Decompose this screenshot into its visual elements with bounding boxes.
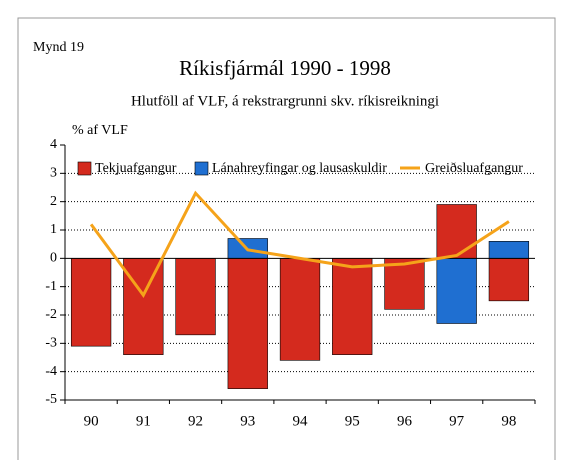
bar [488, 241, 530, 259]
y-axis-label: % af VLF [72, 123, 128, 138]
bar [384, 258, 425, 310]
y-tick-label: 3 [50, 166, 57, 181]
bar [123, 258, 164, 355]
legend-swatch [194, 161, 209, 176]
y-tick-label: -2 [45, 307, 57, 322]
bar [227, 258, 268, 389]
y-tick-label: 2 [50, 194, 57, 209]
bar [332, 258, 373, 355]
y-tick-label: -5 [45, 392, 57, 407]
x-tick-label: 92 [188, 413, 203, 429]
x-tick-label: 95 [345, 413, 360, 429]
bar [279, 258, 321, 361]
bar [488, 258, 530, 302]
bar [175, 258, 216, 336]
legend-label: Tekjuafgangur [95, 161, 177, 176]
y-tick-label: 0 [50, 251, 57, 266]
figure-label: Mynd 19 [33, 40, 84, 55]
legend-label: Greiðsluafgangur [425, 161, 523, 176]
y-tick-label: -4 [45, 364, 57, 379]
x-tick-label: 93 [240, 413, 255, 429]
bar [70, 258, 112, 347]
legend-label: Lánahreyfingar og lausaskuldir [212, 161, 387, 176]
chart-title: Ríkisfjármál 1990 - 1998 [179, 56, 391, 80]
x-tick-label: 96 [397, 413, 413, 429]
x-tick-label: 98 [501, 413, 516, 429]
y-tick-label: -1 [45, 279, 57, 294]
chart-subtitle: Hlutföll af VLF, á rekstrargrunni skv. r… [131, 93, 439, 109]
legend-swatch [77, 161, 92, 176]
y-tick-label: 1 [50, 222, 57, 237]
bar [436, 204, 477, 259]
y-tick-label: 4 [50, 137, 57, 152]
x-tick-label: 90 [84, 413, 99, 429]
line [89, 190, 510, 299]
x-tick-label: 91 [136, 413, 151, 429]
x-tick-label: 97 [449, 413, 465, 429]
x-tick-label: 94 [293, 413, 309, 429]
y-tick-label: -3 [45, 336, 57, 351]
bar [436, 258, 477, 324]
